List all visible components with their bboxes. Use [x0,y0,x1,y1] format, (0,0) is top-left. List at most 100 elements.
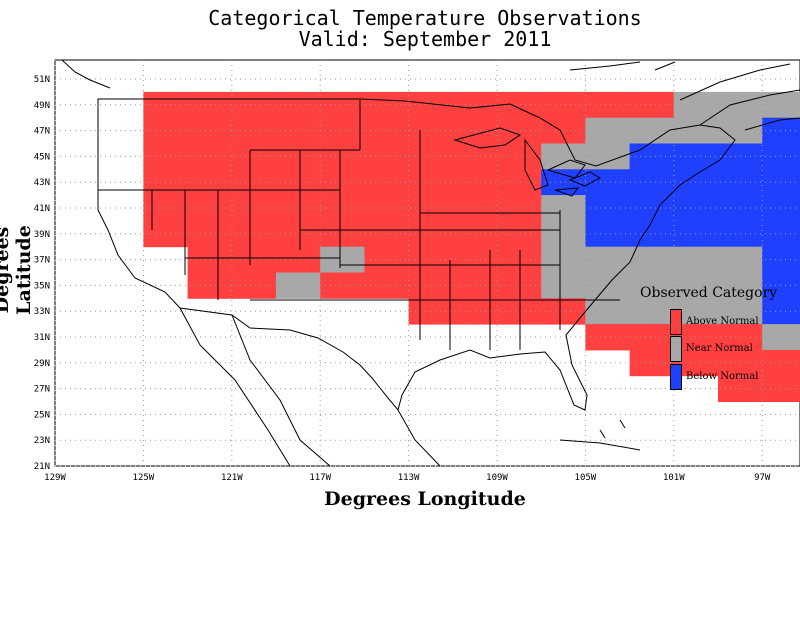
cell-above [276,143,321,170]
y-tick-label: 23N [34,436,50,446]
x-tick-label: 117W [309,473,331,483]
y-tick-label: 39N [34,230,50,240]
cell-above [585,324,631,351]
x-tick-label: 121W [221,473,243,483]
y-tick-label: 41N [34,204,50,214]
cell-above [497,272,542,299]
x-axis-label: Degrees Longitude [324,488,526,510]
canada-coast [61,59,800,131]
cell-near [673,91,719,119]
cell-above [320,220,365,248]
cell-below [762,272,800,299]
cell-below [762,298,800,325]
cell-above [231,246,277,273]
map-title: Categorical Temperature Observations [208,6,642,30]
cell-above [762,375,800,402]
y-tick-label: 45N [34,152,50,162]
y-tick-label: 47N [34,127,50,137]
y-tick-label: 37N [34,256,50,266]
legend-label-near: Near Normal [686,343,753,354]
cell-above [364,246,410,273]
caribbean-islands [559,419,641,451]
cell-below [762,195,800,222]
cell-above [231,169,277,196]
x-tick-label: 105W [575,473,597,483]
cell-near [629,298,675,325]
cell-near [541,220,586,248]
x-tick-label: 129W [44,473,66,483]
cell-below [585,220,631,248]
x-tick-label: 101W [663,473,685,483]
cell-above [364,169,410,196]
x-tick-label: 97W [754,473,771,483]
cell-above [629,91,675,119]
coastline-and-borders [61,59,800,467]
cell-near [673,246,719,273]
cell-above [231,272,277,299]
cell-above [629,324,675,351]
cell-near [585,117,631,144]
y-tick-label: 35N [34,281,50,291]
legend-swatch-above [670,309,682,335]
cell-above [320,91,365,119]
y-tick-label: 29N [34,359,50,369]
y-tick-label: 33N [34,307,50,317]
cell-near [673,117,719,144]
y-tick-label: 49N [34,101,50,111]
cell-above [585,91,631,119]
cell-above [320,117,365,144]
cell-above [762,349,800,377]
cell-below [629,143,675,170]
cell-above [231,195,277,222]
x-tick-label: 113W [398,473,420,483]
cell-above [276,220,321,248]
cell-above [364,143,410,170]
cell-above [320,169,365,196]
cell-above [320,195,365,222]
y-tick-label: 31N [34,333,50,343]
cell-near [629,117,675,144]
cell-above [541,117,586,144]
y-tick-label: 21N [34,462,50,472]
legend-label-below: Below Normal [686,371,759,382]
cell-above [497,169,542,196]
x-tick-label: 109W [486,473,508,483]
cell-below [585,195,631,222]
y-tick-label: 51N [34,75,50,85]
cell-below [629,195,675,222]
cell-near [541,246,586,273]
y-tick-label: 27N [34,385,50,395]
cell-near [629,246,675,273]
state-lines-2 [98,149,620,301]
cell-above [231,220,277,248]
cell-above [276,195,321,222]
mexico-coast [179,307,441,467]
cell-above [541,298,586,325]
cell-near [585,143,631,170]
cell-above [497,246,542,273]
cell-below [629,169,675,196]
cell-above [497,143,542,170]
cell-above [364,195,410,222]
cell-below [673,220,719,248]
y-axis-ticks: 21N 23N 25N 27N 29N 31N 33N 35N 37N 39N 41N 43N 45N 4… [34,75,50,472]
cell-above [497,117,542,144]
cell-above [231,117,277,144]
cell-near [541,195,586,222]
cell-above [276,117,321,144]
cell-near [276,272,321,299]
cell-above [497,298,542,325]
cell-below [762,220,800,248]
great-lakes [453,127,602,197]
map-subtitle: Valid: September 2011 [298,27,552,51]
cell-below [762,143,800,170]
legend-swatch-below [670,364,682,390]
cell-below [762,246,800,273]
y-tick-label: 25N [34,410,50,420]
cell-above [231,91,277,119]
cell-near [585,298,631,325]
us-outline [97,98,736,412]
cell-near [585,246,631,273]
cell-near [629,272,675,299]
